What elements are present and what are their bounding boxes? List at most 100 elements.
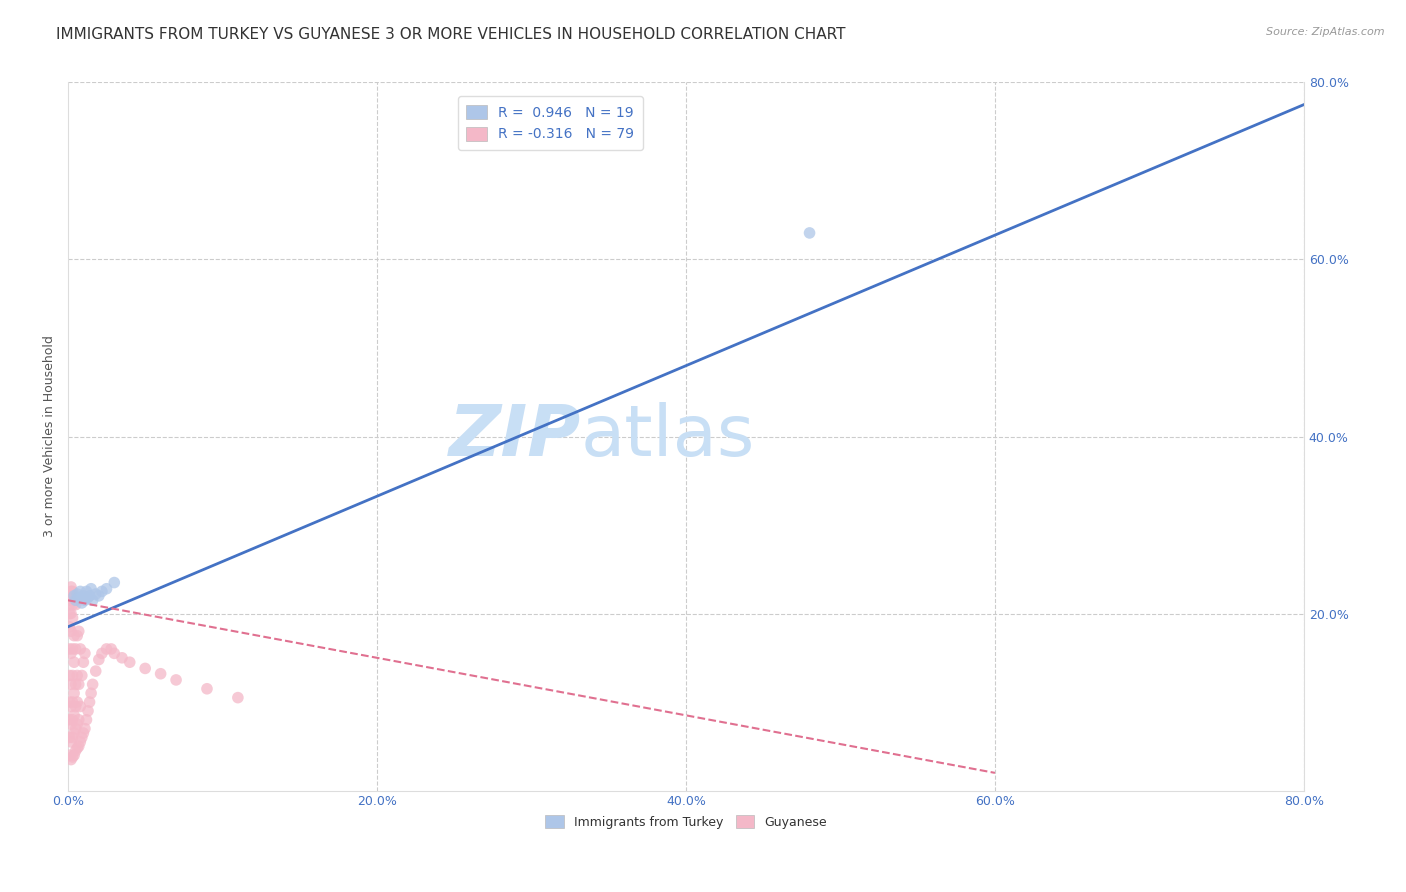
- Point: [65, 744, 87, 758]
- Point: [62, 695, 84, 709]
- Point: [77, 591, 100, 605]
- Point: [63, 629, 86, 643]
- Point: [84, 664, 107, 678]
- Point: [73, 593, 96, 607]
- Point: [799, 226, 821, 240]
- Text: ZIP: ZIP: [449, 402, 581, 471]
- Point: [69, 735, 91, 749]
- Point: [60, 735, 83, 749]
- Point: [134, 661, 156, 675]
- Point: [60, 699, 83, 714]
- Point: [69, 642, 91, 657]
- Point: [67, 624, 90, 639]
- Point: [103, 646, 125, 660]
- Point: [58, 731, 80, 745]
- Point: [62, 598, 84, 612]
- Point: [60, 580, 83, 594]
- Point: [165, 673, 187, 687]
- Point: [226, 690, 249, 705]
- Point: [67, 591, 90, 605]
- Point: [58, 748, 80, 763]
- Text: IMMIGRANTS FROM TURKEY VS GUYANESE 3 OR MORE VEHICLES IN HOUSEHOLD CORRELATION C: IMMIGRANTS FROM TURKEY VS GUYANESE 3 OR …: [56, 27, 846, 42]
- Point: [75, 713, 97, 727]
- Point: [63, 748, 86, 763]
- Point: [70, 668, 93, 682]
- Point: [69, 584, 91, 599]
- Point: [79, 589, 101, 603]
- Point: [103, 575, 125, 590]
- Point: [66, 695, 89, 709]
- Point: [58, 642, 80, 657]
- Point: [82, 593, 104, 607]
- Point: [60, 593, 83, 607]
- Point: [73, 646, 96, 660]
- Point: [100, 642, 122, 657]
- Point: [90, 646, 112, 660]
- Point: [67, 713, 90, 727]
- Point: [66, 587, 89, 601]
- Point: [66, 668, 89, 682]
- Point: [84, 587, 107, 601]
- Text: Source: ZipAtlas.com: Source: ZipAtlas.com: [1267, 27, 1385, 37]
- Point: [149, 666, 172, 681]
- Point: [80, 686, 103, 700]
- Point: [58, 695, 80, 709]
- Point: [58, 620, 80, 634]
- Point: [62, 713, 84, 727]
- Point: [63, 655, 86, 669]
- Point: [90, 584, 112, 599]
- Point: [62, 668, 84, 682]
- Point: [77, 704, 100, 718]
- Point: [60, 584, 83, 599]
- Point: [62, 731, 84, 745]
- Point: [73, 722, 96, 736]
- Point: [70, 731, 93, 745]
- Point: [58, 589, 80, 603]
- Point: [63, 686, 86, 700]
- Point: [80, 582, 103, 596]
- Point: [63, 593, 86, 607]
- Point: [65, 593, 87, 607]
- Y-axis label: 3 or more Vehicles in Household: 3 or more Vehicles in Household: [44, 335, 56, 538]
- Point: [63, 589, 86, 603]
- Point: [62, 750, 84, 764]
- Point: [70, 596, 93, 610]
- Point: [96, 582, 118, 596]
- Point: [72, 589, 94, 603]
- Point: [96, 642, 118, 657]
- Point: [60, 717, 83, 731]
- Point: [60, 607, 83, 621]
- Point: [58, 598, 80, 612]
- Point: [75, 584, 97, 599]
- Text: atlas: atlas: [581, 402, 755, 471]
- Point: [58, 607, 80, 621]
- Point: [66, 741, 89, 756]
- Point: [195, 681, 218, 696]
- Point: [62, 584, 84, 599]
- Point: [62, 611, 84, 625]
- Point: [87, 589, 110, 603]
- Point: [58, 668, 80, 682]
- Point: [66, 629, 89, 643]
- Point: [67, 677, 90, 691]
- Point: [111, 650, 134, 665]
- Point: [60, 677, 83, 691]
- Point: [72, 655, 94, 669]
- Point: [82, 677, 104, 691]
- Legend: Immigrants from Turkey, Guyanese: Immigrants from Turkey, Guyanese: [540, 810, 832, 834]
- Point: [63, 726, 86, 740]
- Point: [66, 717, 89, 731]
- Point: [60, 646, 83, 660]
- Point: [67, 739, 90, 754]
- Point: [63, 708, 86, 723]
- Point: [60, 753, 83, 767]
- Point: [58, 713, 80, 727]
- Point: [65, 677, 87, 691]
- Point: [79, 695, 101, 709]
- Point: [69, 699, 91, 714]
- Point: [65, 722, 87, 736]
- Point: [118, 655, 141, 669]
- Point: [60, 624, 83, 639]
- Point: [87, 652, 110, 666]
- Point: [65, 598, 87, 612]
